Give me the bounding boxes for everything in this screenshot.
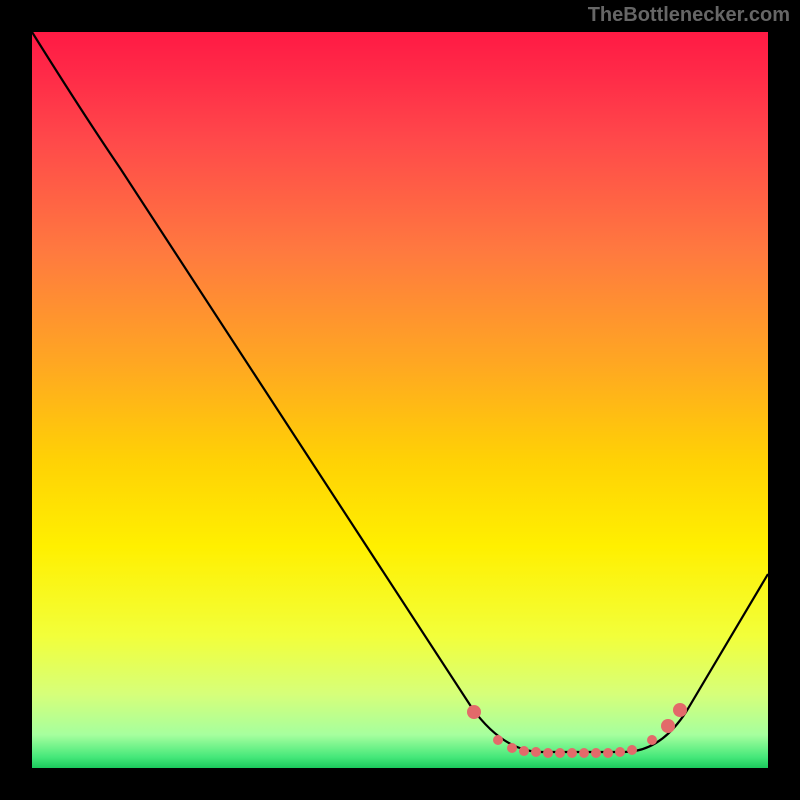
optimal-dot [627,745,637,755]
optimal-dot [603,748,613,758]
optimal-dot [647,735,657,745]
watermark-text: TheBottlenecker.com [588,4,790,27]
optimal-dot [507,743,517,753]
optimal-dot [591,748,601,758]
optimal-dot [579,748,589,758]
plot-background [32,32,768,768]
optimal-dot [531,747,541,757]
bottleneck-chart [32,32,768,768]
optimal-dot [493,735,503,745]
optimal-dot [567,748,577,758]
chart-svg [32,32,768,768]
optimal-dot [615,747,625,757]
optimal-dot [555,748,565,758]
optimal-dot [543,748,553,758]
optimal-dot [467,705,481,719]
optimal-dot [519,746,529,756]
optimal-dot [661,719,675,733]
optimal-dot [673,703,687,717]
